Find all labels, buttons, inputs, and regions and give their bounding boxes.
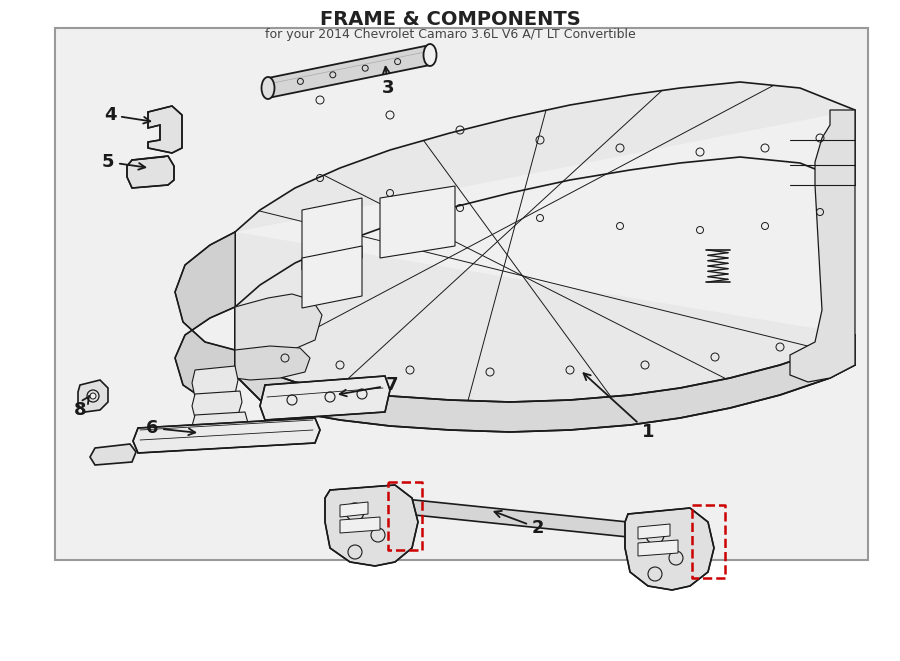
Polygon shape <box>192 391 242 418</box>
Ellipse shape <box>424 44 436 66</box>
Polygon shape <box>302 246 362 308</box>
Text: 2: 2 <box>494 511 544 537</box>
Polygon shape <box>325 485 418 566</box>
Polygon shape <box>78 380 108 412</box>
Text: for your 2014 Chevrolet Camaro 3.6L V6 A/T LT Convertible: for your 2014 Chevrolet Camaro 3.6L V6 A… <box>265 28 635 41</box>
Polygon shape <box>192 412 248 438</box>
Text: 7: 7 <box>339 376 398 397</box>
Text: FRAME & COMPONENTS: FRAME & COMPONENTS <box>320 10 580 29</box>
Polygon shape <box>395 498 628 537</box>
Polygon shape <box>175 232 235 408</box>
Polygon shape <box>790 110 855 382</box>
Polygon shape <box>625 508 714 590</box>
Text: 5: 5 <box>102 153 145 171</box>
Polygon shape <box>340 517 380 533</box>
Polygon shape <box>638 540 678 556</box>
Polygon shape <box>55 28 868 560</box>
Polygon shape <box>302 198 362 270</box>
Polygon shape <box>235 346 310 380</box>
Polygon shape <box>148 106 182 153</box>
Polygon shape <box>235 294 322 355</box>
Text: 3: 3 <box>382 67 394 97</box>
Polygon shape <box>235 82 855 402</box>
Ellipse shape <box>262 77 274 99</box>
Circle shape <box>90 393 96 399</box>
Text: 8: 8 <box>74 396 89 419</box>
Polygon shape <box>235 232 855 432</box>
Polygon shape <box>90 444 136 465</box>
Text: 4: 4 <box>104 106 150 124</box>
Polygon shape <box>192 366 238 397</box>
Polygon shape <box>638 524 670 539</box>
Polygon shape <box>133 418 320 453</box>
Polygon shape <box>380 186 455 258</box>
Polygon shape <box>340 502 368 517</box>
Polygon shape <box>127 156 174 188</box>
Text: 1: 1 <box>583 373 654 441</box>
Text: 6: 6 <box>146 419 195 437</box>
Polygon shape <box>268 45 430 98</box>
Polygon shape <box>260 376 390 420</box>
